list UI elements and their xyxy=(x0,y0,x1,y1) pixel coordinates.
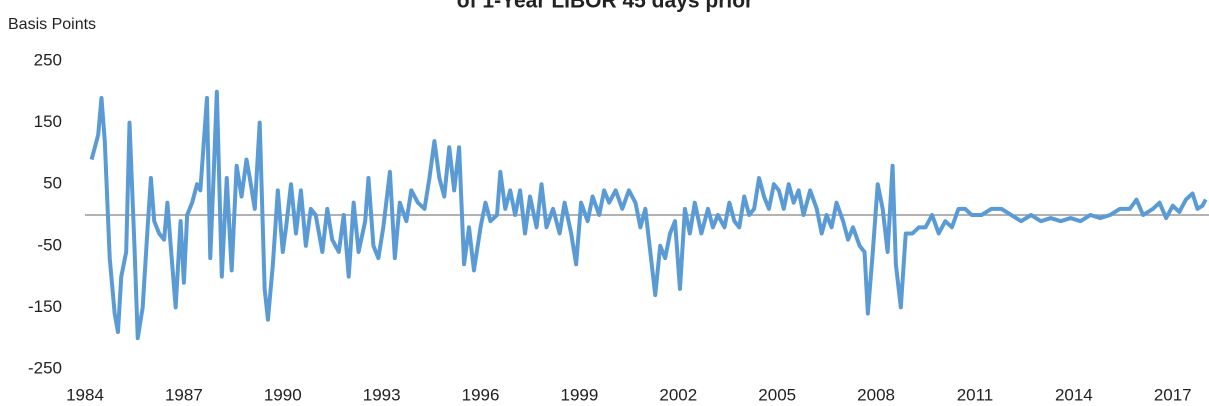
data-line xyxy=(89,89,1208,341)
chart-title: of 1-Year LIBOR 45 days prior xyxy=(457,0,753,13)
x-tick-label: 2017 xyxy=(1154,385,1192,404)
y-tick-label: -250 xyxy=(28,358,62,377)
y-tick-label: 250 xyxy=(34,50,62,69)
y-tick-label: 150 xyxy=(34,112,62,131)
y-tick-label: -50 xyxy=(37,235,62,254)
x-tick-label: 2008 xyxy=(857,385,895,404)
x-tick-label: 1993 xyxy=(363,385,401,404)
y-tick-label: -150 xyxy=(28,297,62,316)
y-axis-label: Basis Points xyxy=(8,16,96,33)
x-tick-label: 1984 xyxy=(66,385,104,404)
x-tick-label: 2011 xyxy=(957,385,994,404)
x-tick-label: 1987 xyxy=(165,385,203,404)
x-tick-label: 2005 xyxy=(758,385,796,404)
y-tick-label: 50 xyxy=(43,174,62,193)
x-tick-label: 1990 xyxy=(264,385,302,404)
x-tick-label: 1996 xyxy=(462,385,500,404)
x-tick-label: 2014 xyxy=(1055,385,1093,404)
x-tick-label: 1999 xyxy=(561,385,599,404)
x-tick-label: 2002 xyxy=(659,385,697,404)
